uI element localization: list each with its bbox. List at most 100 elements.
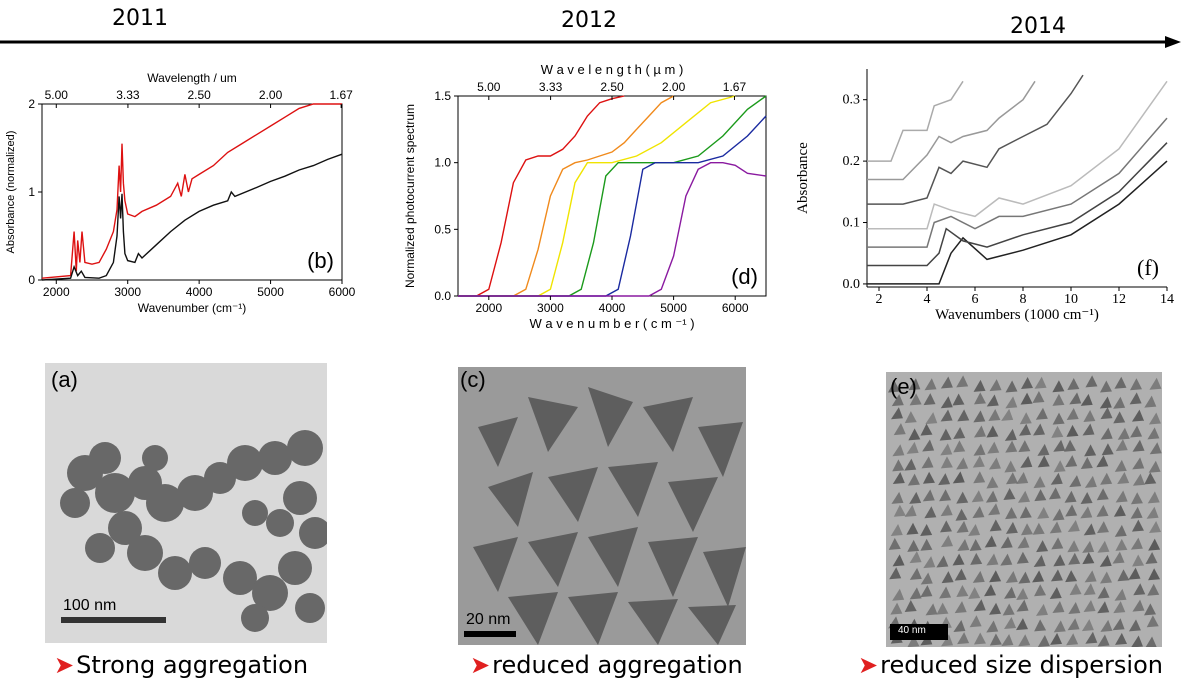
y-tick-label: 0.3 [843,93,861,108]
nanocrystal [1131,409,1144,422]
nanocrystal [1100,472,1113,485]
nanocrystal [1082,540,1095,553]
nanocrystal [973,392,986,405]
scale-text-e: 40 nm [898,625,926,636]
nanocrystal [1016,551,1029,564]
y-tick-label: 1.5 [434,89,451,103]
nanocrystal [1130,537,1143,550]
nanocrystal [888,380,901,393]
nanocrystal [1100,407,1113,420]
nanocrystal [925,603,938,616]
nanocrystal [1034,619,1047,632]
nanocrystal [907,539,920,552]
nanocrystal [972,506,985,519]
nanocrystal [924,378,937,391]
nanocrystal [969,539,982,552]
nanocrystal [941,634,954,647]
nanocrystal [1085,631,1098,644]
nanocrystal [1005,380,1018,393]
nanocrystal [1020,455,1033,468]
nanocrystal [968,523,981,536]
nanocrystal [956,491,969,504]
nanocrystal [1067,540,1080,553]
nanocrystal [988,457,1001,470]
x-tick-label: 6 [972,292,979,307]
tem-image-c: (c) 20 nm [458,367,746,645]
year-2012: 2012 [561,8,617,33]
nanocrystal [957,632,970,645]
nanocrystal [973,471,986,484]
nanocrystal [986,394,999,407]
nanocrystal [956,375,969,388]
nanocrystal [1080,492,1093,505]
nanocrystal [1065,504,1078,517]
nanocrystal [1033,476,1046,489]
nanocrystal [1016,618,1029,631]
scale-text-a: 100 nm [63,597,117,614]
series-line-4 [458,95,767,297]
nanocrystal [986,620,999,633]
scalebar-e [890,624,948,640]
nanocrystal [1037,443,1050,456]
nanocrystal [892,588,905,601]
top-tick-label: 1.67 [723,80,747,94]
x-tick-label: 3000 [114,285,141,299]
nanocrystal [1064,439,1077,452]
nanocrystal [909,551,922,564]
nanocrystal [890,602,903,615]
nanocrystal [1149,521,1162,534]
nanocrystal [973,632,986,645]
nanocrystal [1115,538,1128,551]
nanocrystal [1067,378,1080,391]
nanocrystal [986,425,999,438]
nanocrystal [892,459,905,472]
series-line-5 [458,115,767,297]
nanocrystal [1052,380,1065,393]
nanocrystal [968,587,981,600]
nanocrystal [1002,603,1015,616]
nanocrystal [954,601,967,614]
nanocrystal [1005,472,1018,485]
top-tick-label: 2.00 [259,88,283,102]
nanocrystal [906,522,919,535]
nanocrystal [939,428,952,441]
nanocrystal [1036,540,1049,553]
nanocrystal [957,539,970,552]
series-line-1 [458,95,625,297]
nanocrystal [940,443,953,456]
nanocrystal [953,620,966,633]
nanocrystal [922,471,935,484]
nanocrystal [904,600,917,613]
nanocrystal [984,584,997,597]
nanocrystal [940,396,953,409]
nanocrystal [1069,392,1082,405]
nanocrystal [939,489,952,502]
nanocrystal [1096,488,1109,501]
nanocrystal [904,504,917,517]
caption-e-text: reduced size dispersion [880,651,1163,679]
nanocrystal [1065,455,1078,468]
nanocrystal [1130,492,1143,505]
nanocrystal [1068,552,1081,565]
nanocrystal [952,553,965,566]
nanocrystal [989,379,1002,392]
nanocrystal [1049,521,1062,534]
arrowhead-bullet-icon: ➤ [54,651,75,679]
nanocrystal [1132,599,1145,612]
nanocrystal [1113,396,1126,409]
chart-b: 2000 3000 4000 5000 6000 0 1 2 5.00 3.33 2.50 2.00 1… [5,71,356,315]
nanocrystal [985,490,998,503]
nanocrystal [1149,377,1162,390]
nanocrystal [889,567,902,580]
nanocrystal [1099,396,1112,409]
nanocrystal [1100,571,1113,584]
nanocrystal [1004,428,1017,441]
nanocrystal [891,394,904,407]
nanocrystal [953,440,966,453]
nanocrystal [940,535,953,548]
nanocrystal [936,602,949,615]
nanocrystal [1115,490,1128,503]
x-tick-label: 3000 [537,301,564,315]
nanocrystal [1145,636,1157,647]
nanocrystal [1034,376,1047,389]
